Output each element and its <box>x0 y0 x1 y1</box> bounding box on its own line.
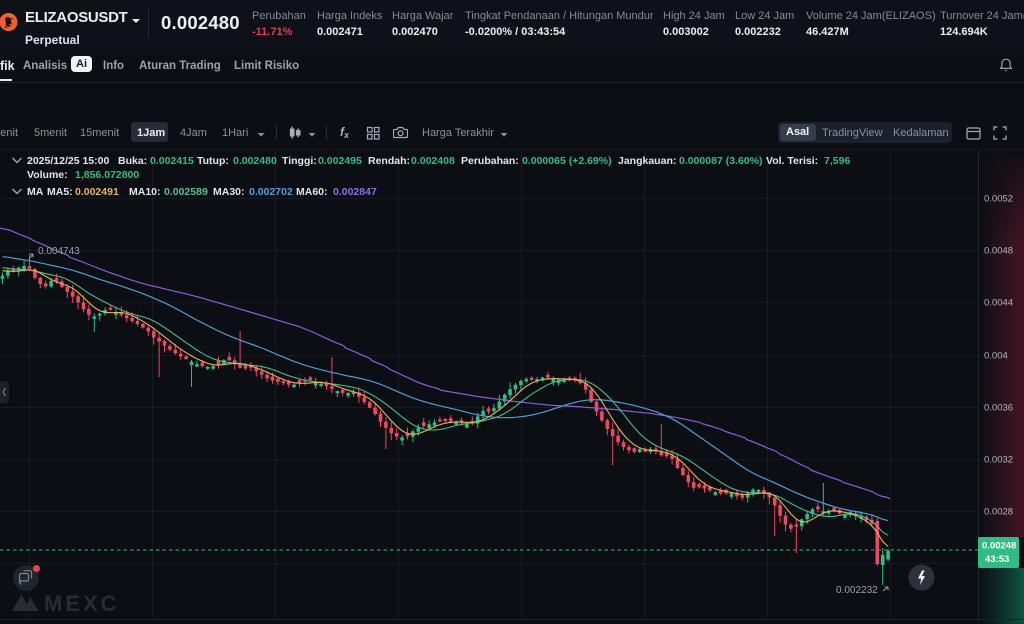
svg-text:0.0036: 0.0036 <box>984 403 1013 414</box>
svg-text:0.00248: 0.00248 <box>982 541 1016 552</box>
svg-text:0.004743: 0.004743 <box>38 246 80 257</box>
svg-text:0.0052: 0.0052 <box>984 194 1013 205</box>
svg-text:0.004: 0.004 <box>984 351 1008 362</box>
svg-text:0.0044: 0.0044 <box>984 298 1013 309</box>
svg-text:0.0028: 0.0028 <box>984 507 1013 518</box>
svg-text:0.002232: 0.002232 <box>836 585 878 596</box>
svg-text:MEXC: MEXC <box>44 591 120 616</box>
svg-text:0.0048: 0.0048 <box>984 246 1013 257</box>
svg-text:43:53: 43:53 <box>985 554 1009 565</box>
svg-text:0.0032: 0.0032 <box>984 455 1013 466</box>
